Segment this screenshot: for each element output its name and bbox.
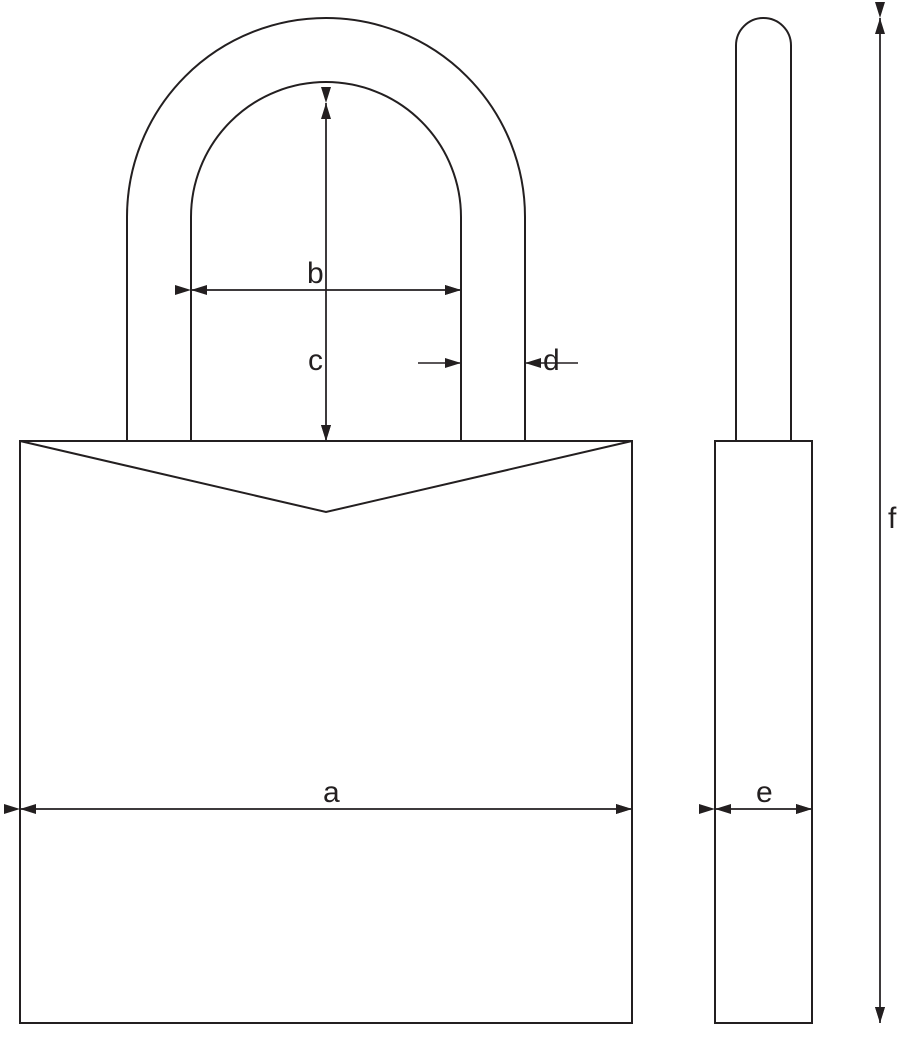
padlock-chevron [20,441,632,512]
dimension-d-label: d [543,344,560,377]
dimension-c-label: c [308,344,323,377]
padlock-shackle-side [736,18,791,441]
padlock-body-front [20,441,632,1023]
dimension-a-label: a [323,776,340,809]
dimension-e-label: e [756,776,773,809]
dimension-f-label: f [888,502,897,535]
dimension-b-label: b [307,257,324,290]
padlock-body-side [715,441,812,1023]
